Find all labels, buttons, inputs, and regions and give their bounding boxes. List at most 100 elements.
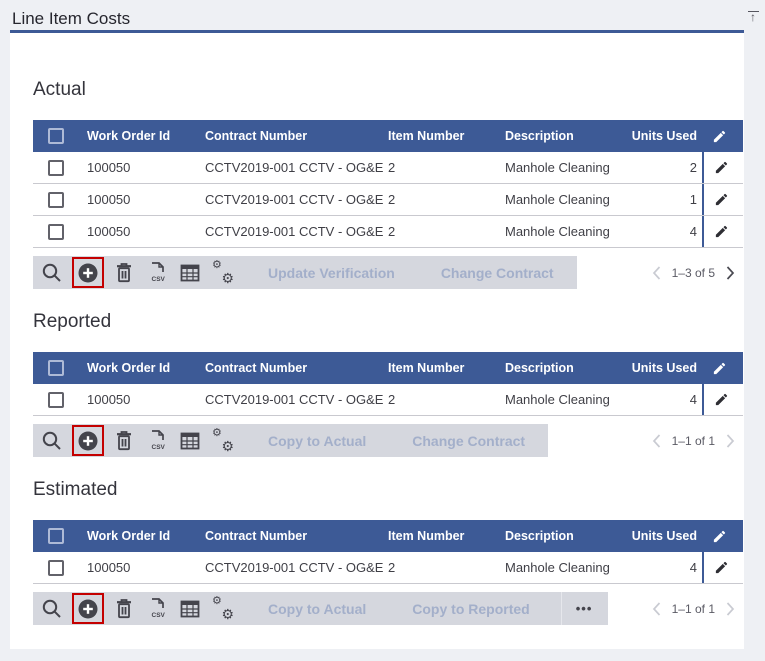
panel-header: Line Item Costs ↑ [0, 0, 765, 30]
column-header-work-order-id: Work Order Id [87, 529, 171, 543]
section-2: Estimated Work Order Id Contract Number … [33, 477, 744, 625]
edit-row-button[interactable] [712, 159, 730, 177]
settings-button[interactable]: ⚙ ⚙ [210, 427, 236, 454]
plus-circle-icon [78, 599, 98, 618]
search-button[interactable] [39, 428, 65, 454]
pagination: 1–1 of 1 [652, 433, 743, 449]
column-header-item-number: Item Number [388, 361, 465, 375]
previous-page-button[interactable] [652, 265, 661, 281]
column-header-description: Description [505, 529, 574, 543]
cell-contract-number: CCTV2019-001 CCTV - OG&E [205, 560, 384, 575]
action-button-0[interactable]: Copy to Actual [247, 424, 387, 457]
column-header-units-used: Units Used [631, 129, 697, 143]
edit-row-button[interactable] [712, 223, 730, 241]
cell-contract-number: CCTV2019-001 CCTV - OG&E [205, 224, 384, 239]
select-all-checkbox[interactable] [48, 128, 64, 144]
cell-units-used: 1 [689, 192, 697, 207]
collapse-panel-button[interactable]: ↑ [746, 11, 760, 29]
svg-text:CSV: CSV [152, 612, 166, 619]
row-checkbox[interactable] [48, 223, 64, 240]
column-header-item-number: Item Number [388, 529, 465, 543]
cell-item-number: 2 [388, 392, 396, 407]
cell-edit [702, 384, 743, 415]
cell-work-order-id: 100050 [87, 392, 131, 407]
search-button[interactable] [39, 596, 65, 622]
action-button-1[interactable]: Copy to Reported [391, 592, 550, 625]
table-view-button[interactable] [177, 260, 203, 286]
edit-row-button[interactable] [712, 559, 730, 577]
cell-item-number: 2 [388, 192, 396, 207]
add-button-highlight [72, 593, 104, 624]
chevron-right-icon [726, 433, 735, 448]
table-header-row: Work Order Id Contract Number Item Numbe… [33, 520, 743, 552]
gears-icon: ⚙ ⚙ [212, 258, 234, 286]
cell-edit [702, 216, 743, 247]
select-all-checkbox[interactable] [48, 528, 64, 544]
svg-text:CSV: CSV [152, 276, 166, 283]
cell-contract-number: CCTV2019-001 CCTV - OG&E [205, 160, 384, 175]
row-checkbox[interactable] [48, 391, 64, 408]
section-heading: Reported [33, 311, 112, 332]
add-button[interactable] [75, 596, 101, 622]
cell-item-number: 2 [388, 560, 396, 575]
previous-page-button[interactable] [652, 601, 661, 617]
cell-edit [702, 152, 743, 183]
search-button[interactable] [39, 260, 65, 286]
table-footer: CSV ⚙ ⚙ [33, 256, 743, 289]
column-header-work-order-id: Work Order Id [87, 361, 171, 375]
export-csv-icon: CSV [152, 430, 166, 451]
search-icon [42, 599, 61, 618]
plus-circle-icon [78, 263, 98, 282]
next-page-button[interactable] [726, 265, 735, 281]
settings-button[interactable]: ⚙ ⚙ [210, 258, 236, 286]
delete-button[interactable] [111, 428, 137, 454]
action-button-0[interactable]: Update Verification [247, 256, 416, 289]
line-items-table: Work Order Id Contract Number Item Numbe… [33, 520, 743, 584]
chevron-right-icon [726, 601, 735, 616]
table-row: 100050 CCTV2019-001 CCTV - OG&E 2 Manhol… [33, 384, 743, 416]
cell-edit [702, 552, 743, 583]
more-actions-button[interactable]: ••• [562, 601, 607, 616]
settings-button[interactable]: ⚙ ⚙ [210, 595, 236, 622]
section-heading: Estimated [33, 479, 118, 500]
row-checkbox[interactable] [48, 191, 64, 208]
cell-description: Manhole Cleaning [505, 160, 610, 175]
action-button-0[interactable]: Copy to Actual [247, 592, 387, 625]
line-items-table: Work Order Id Contract Number Item Numbe… [33, 120, 743, 248]
action-button-1[interactable]: Change Contract [391, 424, 546, 457]
trash-icon [117, 430, 131, 450]
trash-icon [117, 598, 131, 618]
next-page-button[interactable] [726, 601, 735, 617]
add-button[interactable] [75, 428, 101, 454]
chevron-left-icon [652, 433, 660, 448]
table-view-button[interactable] [177, 428, 203, 454]
add-button-highlight [72, 425, 104, 456]
select-all-checkbox[interactable] [48, 360, 64, 376]
column-header-work-order-id: Work Order Id [87, 129, 171, 143]
table-row: 100050 CCTV2019-001 CCTV - OG&E 2 Manhol… [33, 216, 743, 248]
delete-button[interactable] [111, 596, 137, 622]
previous-page-button[interactable] [652, 433, 661, 449]
pencil-icon [715, 193, 727, 206]
edit-row-button[interactable] [712, 391, 730, 409]
row-checkbox[interactable] [48, 559, 64, 576]
pencil-icon [713, 130, 726, 142]
export-csv-button[interactable]: CSV [144, 596, 170, 622]
pagination-label: 1–1 of 1 [671, 433, 715, 448]
delete-button[interactable] [111, 260, 137, 286]
plus-circle-icon [78, 431, 98, 450]
overflow-group: ••• [560, 592, 607, 625]
action-button-1[interactable]: Change Contract [420, 256, 575, 289]
next-page-button[interactable] [726, 433, 735, 449]
row-checkbox[interactable] [48, 159, 64, 176]
add-button[interactable] [75, 260, 101, 286]
trash-icon [117, 262, 131, 282]
column-header-contract-number: Contract Number [205, 361, 308, 375]
export-csv-button[interactable]: CSV [144, 428, 170, 454]
section-heading: Actual [33, 79, 86, 100]
edit-row-button[interactable] [712, 191, 730, 209]
table-view-button[interactable] [177, 596, 203, 622]
chevron-right-icon [726, 265, 735, 280]
pencil-icon [713, 362, 726, 374]
export-csv-button[interactable]: CSV [144, 260, 170, 286]
